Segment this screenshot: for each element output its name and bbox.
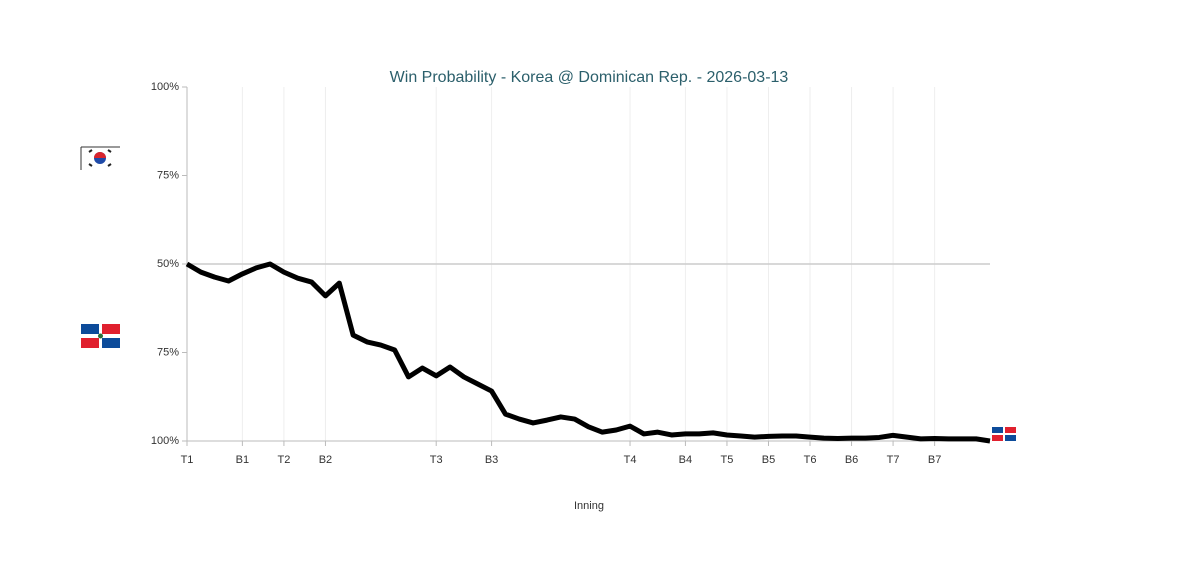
x-tick-label: B1 <box>236 454 249 466</box>
x-tick-label: B2 <box>319 454 332 466</box>
dominican-flag <box>81 324 120 348</box>
x-tick-label: T5 <box>721 454 734 466</box>
x-tick-label: B7 <box>928 454 941 466</box>
x-tick-label: T4 <box>624 454 637 466</box>
end-flag <box>992 427 1016 441</box>
chart-title: Win Probability - Korea @ Dominican Rep.… <box>390 69 789 86</box>
y-tick-label: 50% <box>157 258 179 270</box>
x-tick-label: B3 <box>485 454 498 466</box>
y-tick-label: 100% <box>151 81 179 93</box>
x-tick-label: B5 <box>762 454 775 466</box>
x-tick-label: B4 <box>679 454 692 466</box>
y-tick-label: 75% <box>157 169 179 181</box>
x-tick-label: T3 <box>430 454 443 466</box>
x-axis-label: Inning <box>574 500 604 512</box>
x-tick-label: T6 <box>804 454 817 466</box>
korea-flag <box>80 146 120 170</box>
x-tick-label: B6 <box>845 454 858 466</box>
win-prob-line <box>185 261 991 444</box>
x-tick-label: T2 <box>277 454 290 466</box>
x-tick-label: T1 <box>181 454 194 466</box>
y-tick-label: 75% <box>157 346 179 358</box>
y-tick-label: 100% <box>151 435 179 447</box>
x-tick-label: T7 <box>887 454 900 466</box>
